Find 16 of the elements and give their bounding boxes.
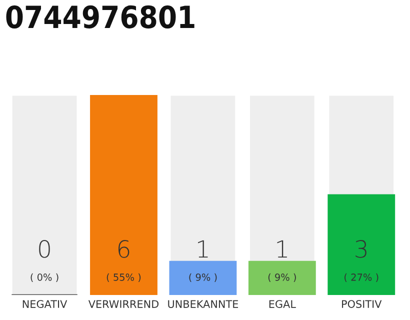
x-tick-label: POSITIV	[342, 300, 382, 308]
data-label: 1	[277, 240, 287, 258]
data-label: 1	[198, 240, 208, 258]
annotation: ( 0% )	[30, 273, 58, 282]
chart-title: 0744976801	[6, 5, 194, 28]
data-label: 3	[356, 240, 366, 258]
data-label: 0	[39, 240, 50, 258]
annotation: ( 9% )	[268, 273, 296, 282]
annotation: ( 27% )	[344, 273, 378, 282]
data-label: 6	[118, 240, 130, 258]
x-tick-label: VERWIRREND	[88, 300, 159, 308]
x-tick-label: EGAL	[269, 300, 296, 308]
x-tick-label: NEGATIV	[22, 300, 68, 308]
x-tick-label: UNBEKANNTE	[168, 300, 238, 308]
annotation: ( 9% )	[189, 273, 217, 282]
annotation: ( 55% )	[106, 273, 141, 282]
